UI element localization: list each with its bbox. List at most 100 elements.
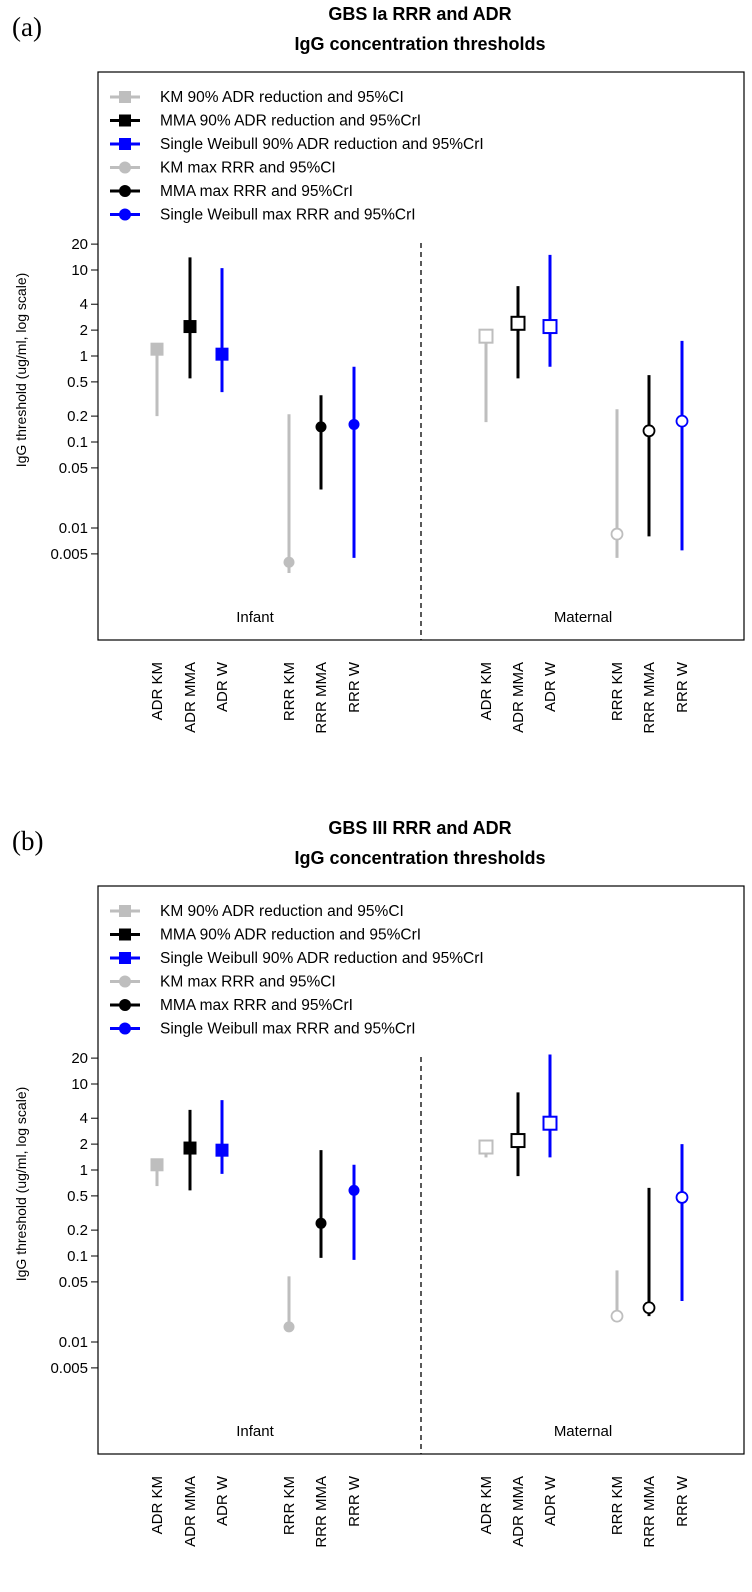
data-point-maternal-adr-mma — [510, 1092, 526, 1177]
y-tick-label: 1 — [80, 1162, 88, 1179]
data-point-maternal-adr-w — [542, 254, 558, 367]
data-point-infant-adr-w — [215, 1100, 229, 1174]
legend-label: MMA max RRR and 95%CrI — [160, 997, 353, 1014]
chart-panel-a: (a) GBS Ia RRR and ADR IgG concentration t… — [12, 4, 745, 734]
data-point-maternal-rrr-km — [610, 409, 624, 558]
legend-marker-square — [119, 952, 131, 964]
legend-label: MMA 90% ADR reduction and 95%CrI — [160, 113, 421, 130]
point-square — [215, 1143, 229, 1157]
legend-label: KM 90% ADR reduction and 95%CI — [160, 903, 404, 920]
point-square — [478, 1139, 494, 1155]
y-tick-label: 10 — [71, 1076, 88, 1093]
legend-marker-circle — [119, 208, 131, 221]
legend-label: KM max RRR and 95%CI — [160, 974, 336, 991]
y-tick-label: 0.5 — [67, 374, 88, 391]
x-category-label: ADR KM — [149, 662, 166, 720]
point-square — [510, 315, 526, 331]
legend-item: Single Weibull max RRR and 95%CrI — [110, 207, 416, 224]
point-circle — [610, 527, 624, 541]
x-category-label: RRR KM — [609, 662, 626, 721]
x-category-label: ADR MMA — [510, 662, 527, 733]
legend-label: Single Weibull 90% ADR reduction and 95%… — [160, 136, 484, 153]
data-point-maternal-rrr-mma — [642, 375, 656, 537]
x-category-label: ADR KM — [478, 1476, 495, 1534]
data-point-maternal-rrr-mma — [642, 1187, 656, 1317]
x-category-label: RRR MMA — [641, 1476, 658, 1548]
point-square — [150, 342, 164, 356]
point-circle — [675, 414, 689, 428]
legend-label: MMA max RRR and 95%CrI — [160, 183, 353, 200]
data-point-infant-rrr-w — [348, 1164, 360, 1260]
data-point-infant-adr-mma — [183, 1109, 197, 1191]
data-point-maternal-adr-mma — [510, 286, 526, 379]
legend-item: KM max RRR and 95%CI — [110, 160, 336, 177]
x-category-label: ADR W — [214, 1475, 231, 1526]
group-label-maternal: Maternal — [554, 1423, 612, 1440]
y-tick-label: 20 — [71, 1050, 88, 1067]
data-point-maternal-adr-km — [478, 1139, 494, 1158]
y-tick-label: 0.2 — [67, 408, 88, 425]
y-tick-label: 20 — [71, 236, 88, 253]
x-category-label: RRR W — [674, 661, 691, 713]
x-category-label: ADR MMA — [182, 1476, 199, 1547]
point-square — [510, 1133, 526, 1149]
legend-label: Single Weibull 90% ADR reduction and 95%… — [160, 950, 484, 967]
legend-label: Single Weibull max RRR and 95%CrI — [160, 207, 416, 224]
chart-subtitle: IgG concentration thresholds — [294, 848, 545, 868]
legend-marker-circle — [119, 975, 131, 988]
point-circle — [283, 556, 295, 568]
legend-item: MMA max RRR and 95%CrI — [110, 183, 353, 200]
data-point-infant-rrr-km — [283, 414, 295, 573]
group-label-infant: Infant — [236, 609, 274, 626]
x-category-label: RRR W — [346, 661, 363, 713]
y-tick-label: 10 — [71, 262, 88, 279]
legend-label: Single Weibull max RRR and 95%CrI — [160, 1021, 416, 1038]
y-tick-label: 0.005 — [50, 546, 88, 563]
chart-panel-b: (b) GBS III RRR and ADR IgG concentration … — [12, 818, 745, 1548]
legend-item: Single Weibull 90% ADR reduction and 95%… — [110, 136, 484, 153]
y-tick-label: 0.5 — [67, 1188, 88, 1205]
data-point-infant-adr-mma — [183, 257, 197, 379]
chart-title: GBS III RRR and ADR — [328, 818, 511, 838]
point-square — [215, 347, 229, 361]
y-tick-label: 0.05 — [59, 460, 88, 477]
data-point-maternal-adr-km — [478, 328, 494, 423]
point-square — [150, 1158, 164, 1172]
data-point-infant-adr-km — [150, 342, 164, 417]
legend-item: KM max RRR and 95%CI — [110, 974, 336, 991]
legend-label: MMA 90% ADR reduction and 95%CrI — [160, 927, 421, 944]
y-tick-label: 4 — [80, 296, 88, 313]
legend-label: KM 90% ADR reduction and 95%CI — [160, 89, 404, 106]
data-point-infant-rrr-w — [348, 366, 360, 558]
legend-item: MMA 90% ADR reduction and 95%CrI — [110, 113, 421, 130]
point-circle — [348, 418, 360, 430]
data-point-maternal-adr-w — [542, 1054, 558, 1158]
legend-item: KM 90% ADR reduction and 95%CI — [110, 89, 404, 106]
point-circle — [675, 1191, 689, 1204]
legend-marker-square — [119, 905, 131, 917]
legend-marker-circle — [119, 161, 131, 174]
x-category-label: ADR W — [542, 661, 559, 712]
legend-item: Single Weibull max RRR and 95%CrI — [110, 1021, 416, 1038]
y-tick-label: 2 — [80, 1136, 88, 1153]
group-label-infant: Infant — [236, 1423, 274, 1440]
x-category-label: RRR MMA — [641, 662, 658, 734]
x-category-label: ADR W — [542, 1475, 559, 1526]
point-circle — [642, 424, 656, 438]
x-category-label: RRR KM — [281, 662, 298, 721]
y-tick-label: 0.005 — [50, 1360, 88, 1377]
legend-marker-circle — [119, 185, 131, 197]
legend-item: MMA 90% ADR reduction and 95%CrI — [110, 927, 421, 944]
legend-marker-circle — [119, 1022, 131, 1035]
point-circle — [348, 1184, 360, 1196]
y-axis-label: IgG threshold (ug/ml, log scale) — [13, 1087, 29, 1282]
x-category-label: RRR MMA — [313, 662, 330, 734]
x-category-label: ADR MMA — [182, 662, 199, 733]
legend-label: KM max RRR and 95%CI — [160, 160, 336, 177]
chart-title: GBS Ia RRR and ADR — [328, 4, 511, 24]
point-square — [478, 328, 494, 344]
y-tick-label: 0.01 — [59, 520, 88, 537]
x-category-label: RRR KM — [609, 1476, 626, 1535]
legend-item: KM 90% ADR reduction and 95%CI — [110, 903, 404, 920]
legend-marker-square — [119, 114, 131, 127]
